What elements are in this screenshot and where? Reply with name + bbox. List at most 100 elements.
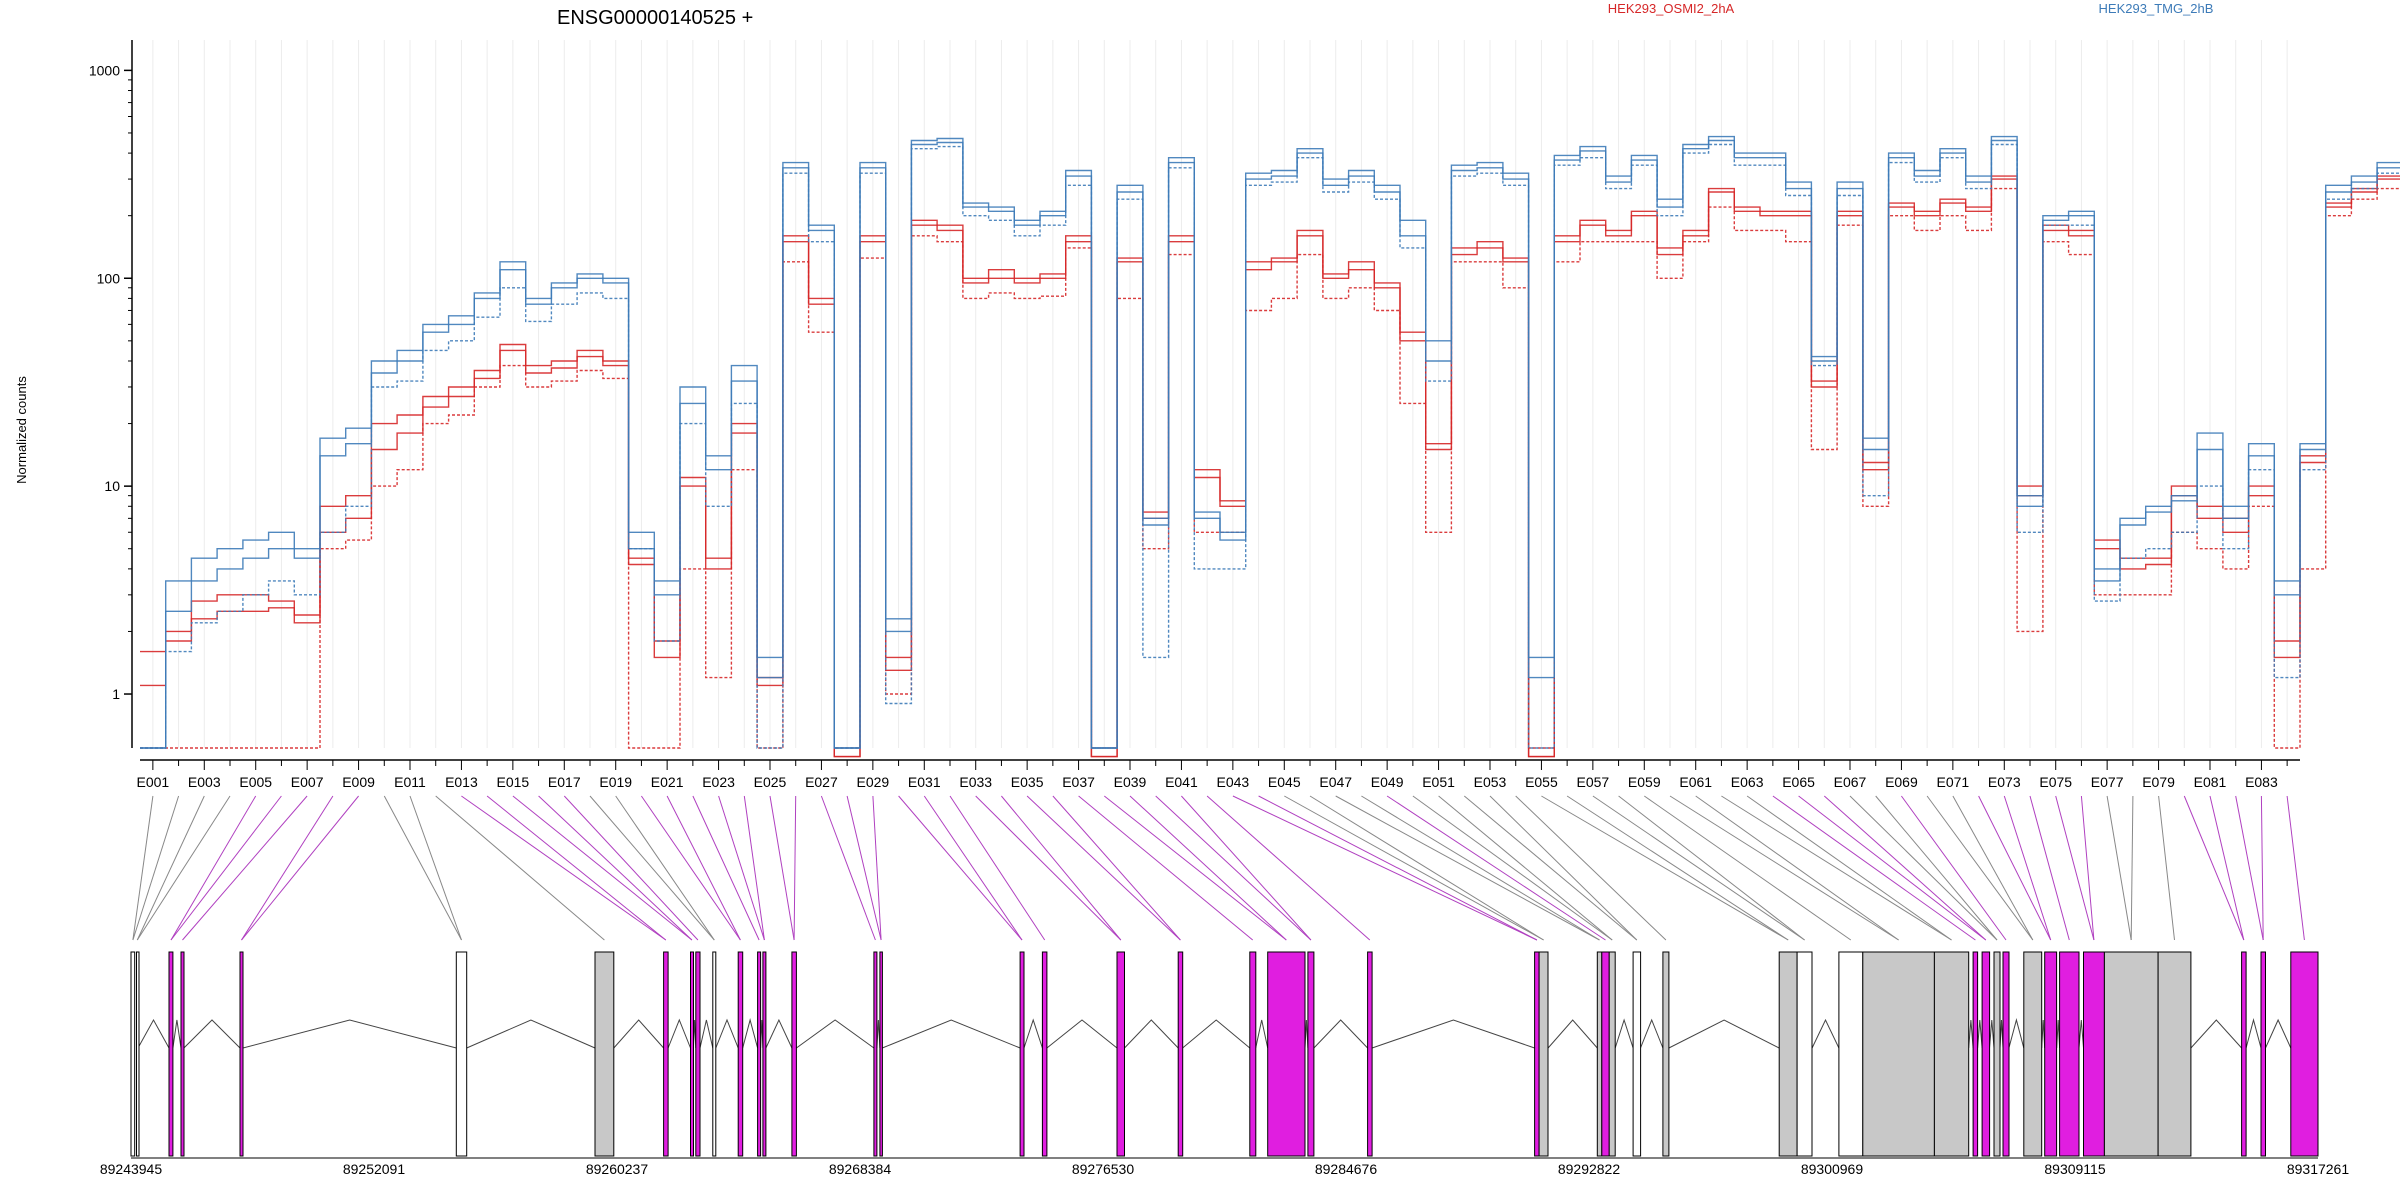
y-tick-label: 1	[112, 686, 120, 702]
intron-line	[796, 1019, 875, 1049]
exon-box	[1981, 951, 1991, 1157]
exon-box	[1249, 951, 1257, 1157]
chart-title: ENSG00000140525 +	[557, 7, 753, 29]
exon-box	[1662, 951, 1670, 1157]
exon-tick-label: E017	[548, 774, 581, 790]
coord-label: 89292822	[1558, 1161, 1621, 1177]
legend-label-tmg: HEK293_TMG_2hB	[2099, 1, 2214, 16]
intron-line	[765, 1018, 793, 1049]
exon-tick-label: E067	[1834, 774, 1867, 790]
exon-tick-label: E049	[1371, 774, 1404, 790]
connector-line	[820, 795, 876, 941]
connector-line	[1001, 795, 1122, 941]
connector-line	[1412, 795, 1613, 941]
intron-line	[1124, 1019, 1179, 1049]
vertical-gridlines	[152, 40, 2288, 748]
intron-line	[882, 1019, 1021, 1049]
coord-label: 89300969	[1801, 1161, 1864, 1177]
exon-box	[791, 951, 797, 1157]
exon-connector-lines	[132, 795, 2305, 941]
y-axis-label: Normalized counts	[14, 376, 29, 484]
intron-line	[242, 1019, 457, 1049]
connector-line	[1541, 795, 1789, 941]
intron-line	[1668, 1019, 1780, 1049]
exon-tick-label: E033	[959, 774, 992, 790]
connector-line	[1078, 795, 1254, 941]
exon-box	[1019, 951, 1025, 1157]
exon-box	[1993, 951, 2001, 1157]
exon-box	[594, 951, 615, 1157]
exon-box	[1596, 951, 1603, 1157]
intron-line	[2008, 1018, 2025, 1049]
connector-line	[1823, 795, 1987, 941]
exon-box	[2260, 951, 2266, 1157]
exon-tick-label: E003	[188, 774, 221, 790]
exon-box	[2241, 951, 2247, 1157]
exon-box	[1177, 951, 1184, 1157]
exon-tick-label: E029	[857, 774, 890, 790]
connector-line	[132, 795, 154, 941]
intron-line	[2265, 1018, 2292, 1049]
exon-box	[2044, 951, 2058, 1157]
connector-line	[435, 795, 605, 941]
connector-line	[2286, 795, 2305, 941]
connector-line	[1103, 795, 1287, 941]
intron-line	[667, 1018, 691, 1049]
intron-line	[1614, 1018, 1634, 1049]
exon-box	[737, 951, 744, 1157]
connector-line	[2003, 795, 2052, 941]
exon-tick-label: E039	[1114, 774, 1147, 790]
connector-line	[1052, 795, 1181, 941]
exon-tick-label: E077	[2091, 774, 2124, 790]
exon-tick-label: E025	[754, 774, 787, 790]
coord-label: 89260237	[586, 1161, 649, 1177]
exon-tick-label: E073	[1988, 774, 2021, 790]
exon-box	[1796, 951, 1813, 1157]
intron-line	[1977, 1019, 1983, 1049]
connector-line	[2106, 795, 2132, 941]
exon-box	[879, 951, 883, 1157]
connector-line	[718, 795, 765, 941]
connector-line	[563, 795, 699, 941]
connector-line	[923, 795, 1023, 941]
legend-label-osmi2: HEK293_OSMI2_2hA	[1608, 1, 1735, 16]
intron-line	[1811, 1018, 1840, 1049]
connector-line	[2055, 795, 2095, 941]
connector-line	[2158, 795, 2175, 941]
coord-label: 89252091	[343, 1161, 406, 1177]
y-tick-label: 10	[104, 478, 120, 494]
intron-line	[2078, 1019, 2084, 1049]
coord-label: 89243945	[100, 1161, 163, 1177]
coord-label: 89284676	[1315, 1161, 1378, 1177]
exon-box	[1041, 951, 1048, 1157]
connector-line	[136, 795, 231, 941]
connector-line	[1592, 795, 1805, 941]
connector-line	[1284, 795, 1544, 941]
exon-tick-label: E075	[2039, 774, 2072, 790]
exon-box	[1933, 951, 1970, 1157]
gene-model-track	[130, 951, 2319, 1157]
connector-line	[2029, 795, 2070, 941]
connector-line	[1438, 795, 1613, 941]
exon-tick-label: E065	[1782, 774, 1815, 790]
exon-tick-label: E021	[651, 774, 684, 790]
exon-box	[130, 951, 136, 1157]
connector-line	[1386, 795, 1606, 941]
exon-box	[136, 951, 140, 1157]
intron-line	[1968, 1019, 1974, 1049]
intron-line	[1255, 1019, 1269, 1049]
exon-tick-label: E061	[1679, 774, 1712, 790]
intron-line	[183, 1019, 241, 1049]
connector-line	[1361, 795, 1600, 941]
exon-box	[2083, 951, 2105, 1157]
exon-tick-label: E009	[342, 774, 375, 790]
exon-tick-label: E083	[2245, 774, 2278, 790]
coord-label: 89276530	[1072, 1161, 1135, 1177]
intron-line	[2245, 1018, 2262, 1049]
exon-box	[1838, 951, 1864, 1157]
exon-tick-label: E011	[394, 774, 426, 790]
connector-line	[793, 795, 797, 941]
connector-line	[2080, 795, 2095, 941]
exon-box	[663, 951, 669, 1157]
